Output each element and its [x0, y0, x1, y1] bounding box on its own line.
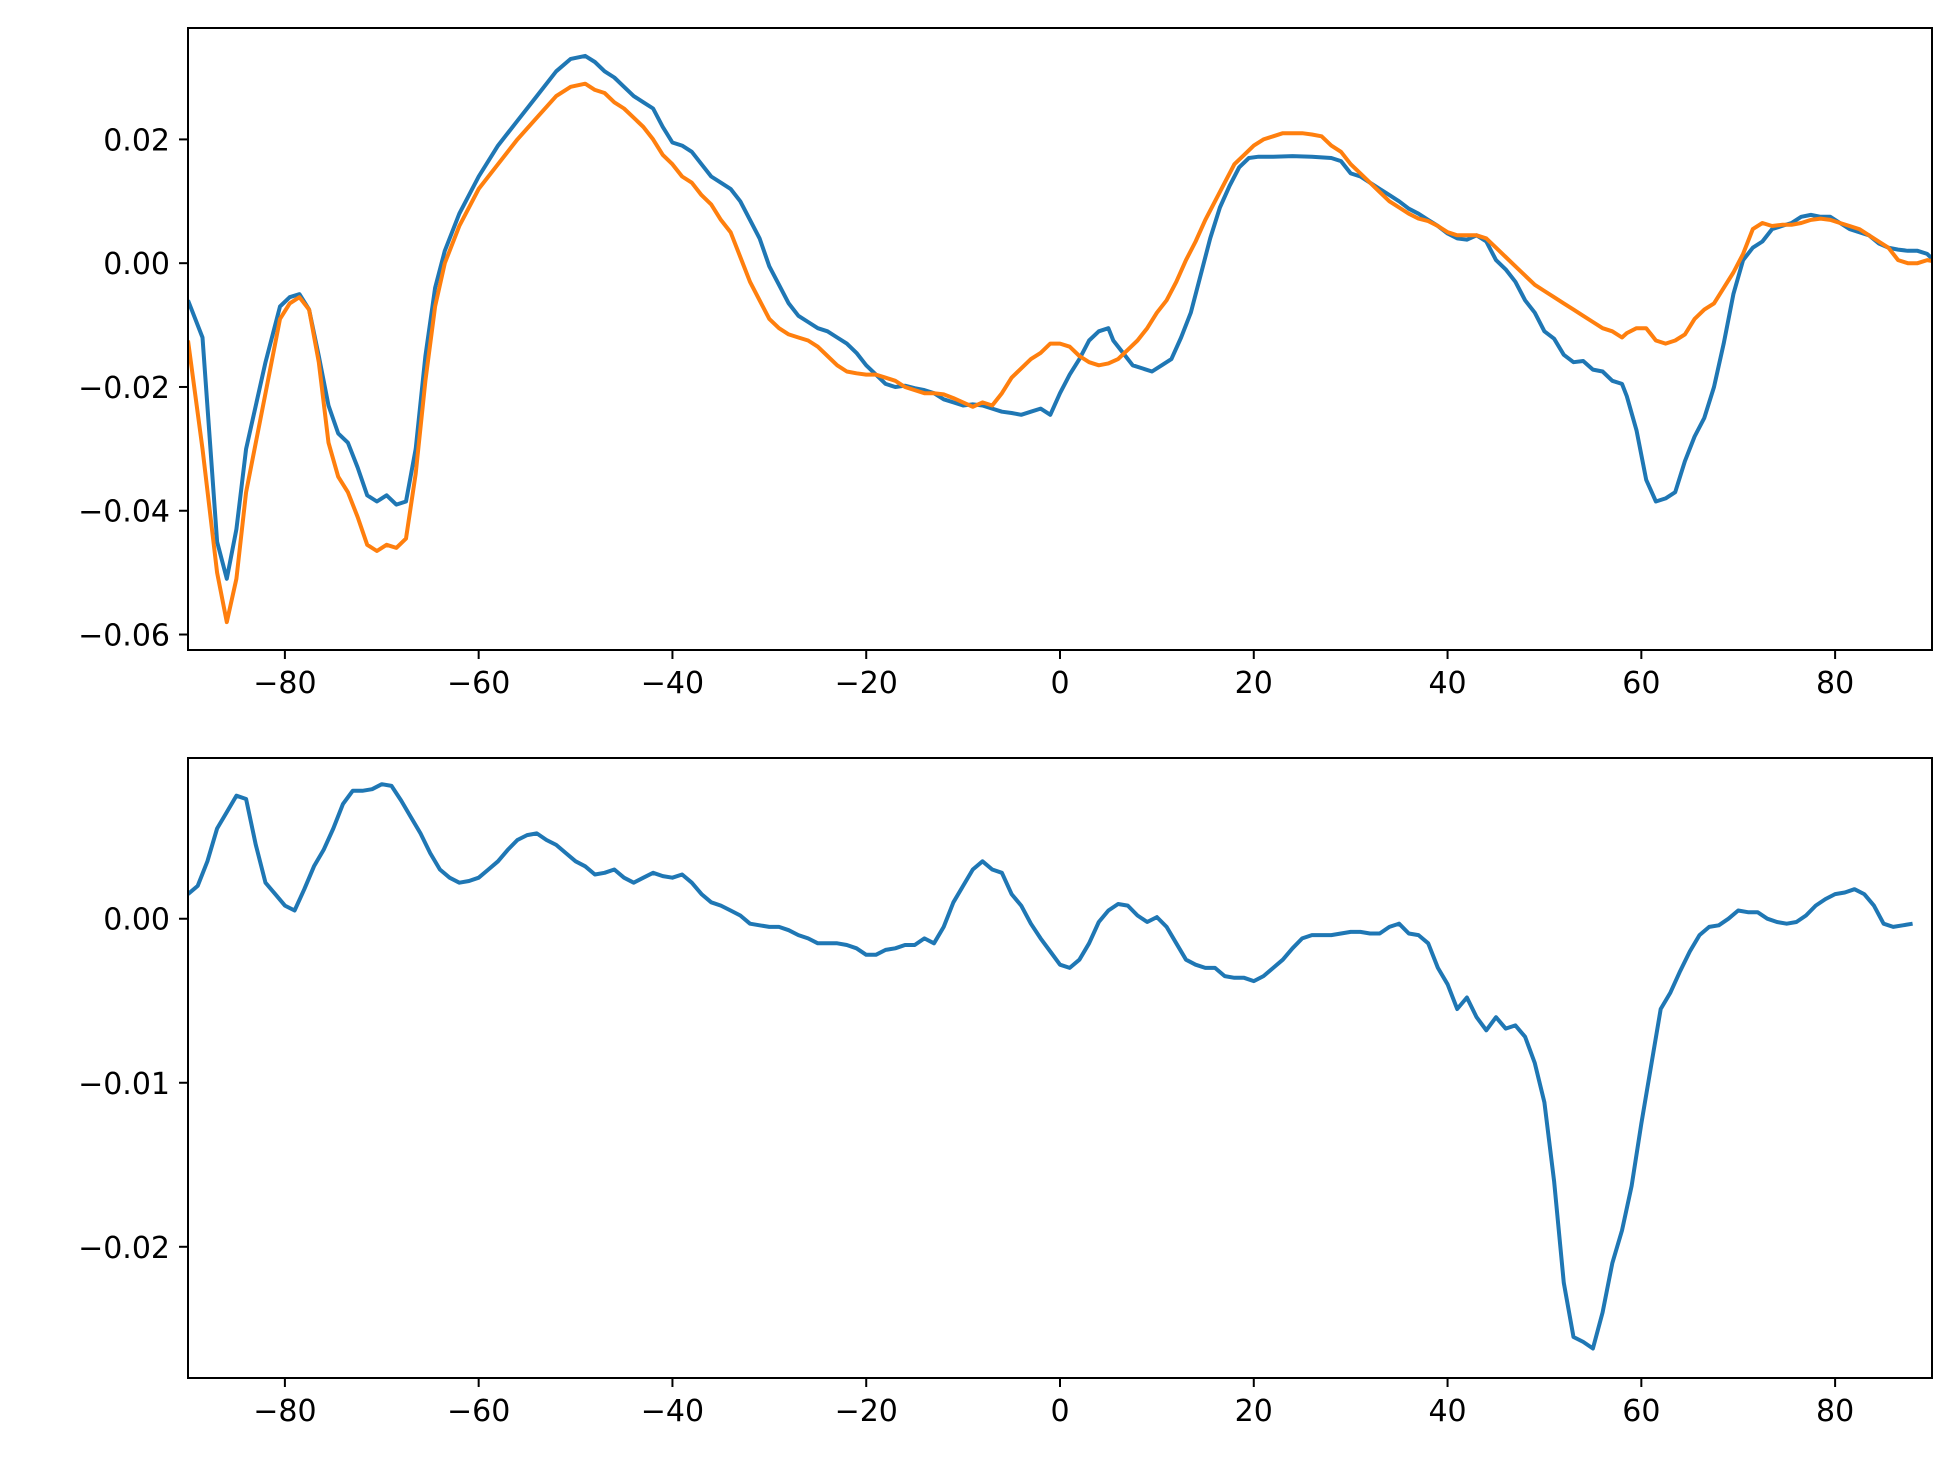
bottom-y-tick-label: −0.01	[78, 1067, 170, 1102]
bottom-x-tick-label: −60	[447, 1394, 510, 1429]
top-series-line-2	[188, 81, 1932, 625]
bottom-axes-frame	[187, 757, 1933, 1379]
bottom-x-tick-label: −40	[641, 1394, 704, 1429]
bottom-x-tick-label: −20	[835, 1394, 898, 1429]
bottom-x-tick-label: −80	[253, 1394, 316, 1429]
top-x-tick-label: 40	[1428, 666, 1466, 701]
bottom-x-axis: −80 −60 −40 −20 0 20 40 60 80	[253, 1378, 1854, 1429]
top-y-tick-label: −0.02	[78, 371, 170, 406]
bottom-x-tick-label: 80	[1816, 1394, 1854, 1429]
top-y-tick-label: −0.06	[78, 619, 170, 654]
top-x-tick-label: 60	[1622, 666, 1660, 701]
bottom-subplot: −80 −60 −40 −20 0 20 40 60 80 −0.02 −0.01 0.00	[78, 757, 1933, 1429]
top-axes-frame	[187, 27, 1933, 651]
top-y-tick-label: 0.02	[103, 123, 170, 158]
top-x-tick-label: −60	[447, 666, 510, 701]
top-x-tick-label: −80	[253, 666, 316, 701]
bottom-y-axis: −0.02 −0.01 0.00	[78, 903, 188, 1266]
top-y-axis: −0.06 −0.04 −0.02 0.00 0.02	[78, 123, 188, 654]
top-x-tick-label: 0	[1050, 666, 1069, 701]
top-series-line-1	[188, 53, 1932, 581]
top-x-tick-label: 20	[1235, 666, 1273, 701]
bottom-series-line-1	[188, 782, 1913, 1351]
top-y-tick-label: −0.04	[78, 495, 170, 530]
top-x-tick-label: −20	[835, 666, 898, 701]
top-x-tick-label: 80	[1816, 666, 1854, 701]
bottom-x-tick-label: 40	[1428, 1394, 1466, 1429]
bottom-x-tick-label: 60	[1622, 1394, 1660, 1429]
top-x-axis: −80 −60 −40 −20 0 20 40 60 80	[253, 650, 1854, 701]
top-y-tick-label: 0.00	[103, 247, 170, 282]
bottom-x-tick-label: 0	[1050, 1394, 1069, 1429]
top-plot-lines	[188, 53, 1932, 625]
top-x-tick-label: −40	[641, 666, 704, 701]
bottom-x-tick-label: 20	[1235, 1394, 1273, 1429]
bottom-y-tick-label: −0.02	[78, 1231, 170, 1266]
top-subplot: −80 −60 −40 −20 0 20 40 60 80 −0.06 −0.04 −0.02 0.0…	[78, 27, 1933, 701]
bottom-plot-lines	[188, 782, 1913, 1351]
bottom-y-tick-label: 0.00	[103, 903, 170, 938]
